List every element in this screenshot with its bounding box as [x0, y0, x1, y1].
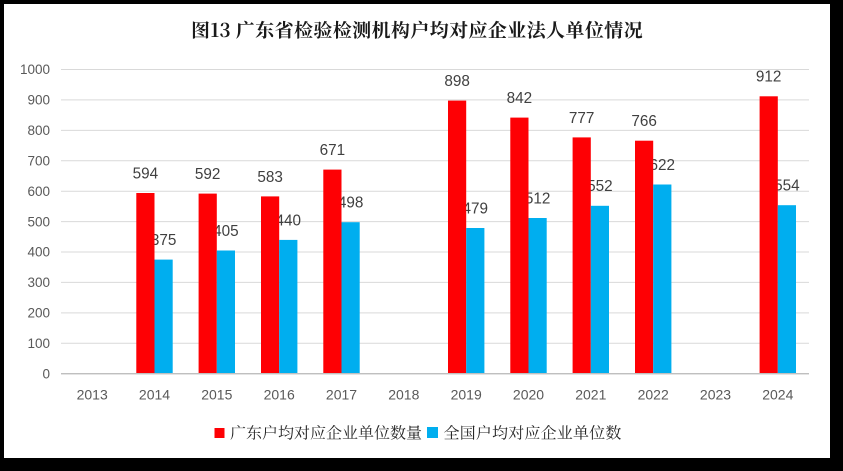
- svg-text:2015: 2015: [201, 386, 232, 402]
- svg-text:2024: 2024: [762, 386, 793, 402]
- svg-text:2020: 2020: [513, 386, 544, 402]
- svg-text:300: 300: [27, 275, 50, 290]
- svg-text:600: 600: [27, 184, 50, 199]
- svg-text:100: 100: [27, 336, 50, 351]
- svg-text:2017: 2017: [326, 386, 357, 402]
- svg-text:2018: 2018: [388, 386, 419, 402]
- svg-text:2022: 2022: [638, 386, 669, 402]
- svg-text:777: 777: [569, 110, 595, 127]
- svg-text:512: 512: [525, 190, 551, 207]
- svg-text:0: 0: [42, 366, 50, 381]
- svg-text:700: 700: [27, 154, 50, 169]
- svg-text:1000: 1000: [20, 62, 50, 77]
- svg-text:842: 842: [507, 90, 533, 107]
- svg-text:2019: 2019: [451, 386, 482, 402]
- svg-text:500: 500: [27, 214, 50, 229]
- svg-text:498: 498: [338, 195, 364, 212]
- svg-text:200: 200: [27, 306, 50, 321]
- svg-text:898: 898: [444, 73, 470, 90]
- svg-text:440: 440: [276, 212, 302, 229]
- svg-text:400: 400: [27, 245, 50, 260]
- svg-text:671: 671: [320, 142, 346, 159]
- svg-text:2013: 2013: [77, 386, 108, 402]
- svg-text:405: 405: [213, 223, 239, 240]
- svg-text:622: 622: [650, 157, 676, 174]
- svg-text:594: 594: [133, 165, 159, 182]
- svg-text:2016: 2016: [264, 386, 295, 402]
- svg-text:479: 479: [463, 200, 489, 217]
- svg-text:2023: 2023: [700, 386, 731, 402]
- svg-text:900: 900: [27, 93, 50, 108]
- svg-text:554: 554: [774, 178, 800, 195]
- svg-text:2014: 2014: [139, 386, 170, 402]
- svg-text:552: 552: [587, 178, 613, 195]
- svg-text:583: 583: [257, 169, 283, 186]
- svg-text:800: 800: [27, 123, 50, 138]
- svg-text:766: 766: [631, 113, 657, 130]
- svg-text:375: 375: [151, 232, 177, 249]
- svg-text:912: 912: [756, 69, 782, 86]
- svg-text:592: 592: [195, 166, 221, 183]
- svg-text:2021: 2021: [575, 386, 606, 402]
